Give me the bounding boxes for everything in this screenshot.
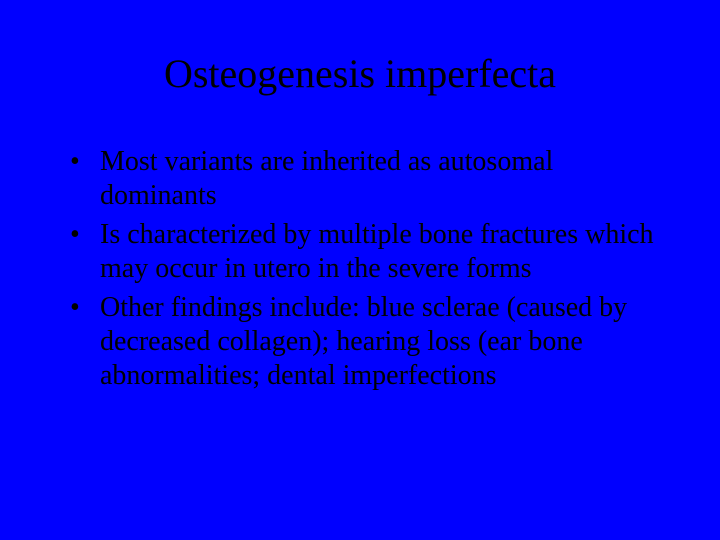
slide: Osteogenesis imperfecta Most variants ar… [0, 0, 720, 540]
slide-title: Osteogenesis imperfecta [60, 50, 660, 97]
bullet-list: Most variants are inherited as autosomal… [60, 145, 660, 392]
list-item: Other findings include: blue sclerae (ca… [70, 291, 660, 392]
list-item: Is characterized by multiple bone fractu… [70, 218, 660, 285]
list-item: Most variants are inherited as autosomal… [70, 145, 660, 212]
